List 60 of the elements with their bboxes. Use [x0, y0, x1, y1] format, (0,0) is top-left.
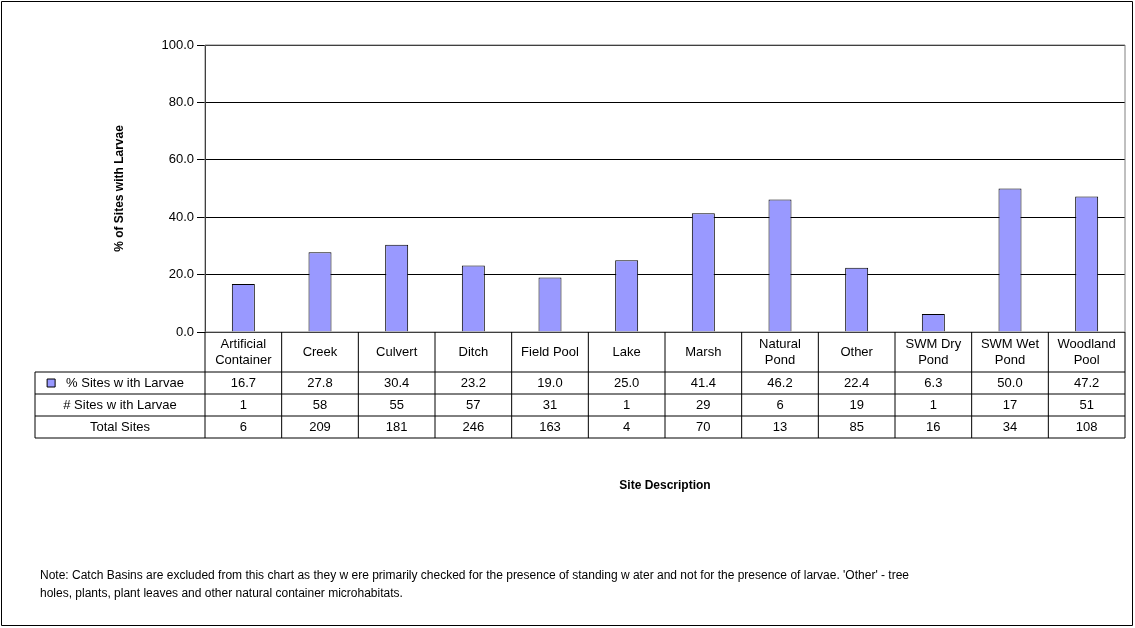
x-tick-label: SWM Dry Pond	[905, 335, 962, 367]
y-tick-label: 0.0	[175, 323, 194, 339]
data-label: 46.2	[767, 374, 793, 390]
text: 34	[1002, 418, 1018, 434]
y-tick-label: 20.0	[168, 266, 194, 282]
text: 4	[623, 418, 631, 434]
text: 163	[539, 418, 561, 434]
data-label: 22.4	[844, 374, 870, 390]
text: # Sites w ith Larvae	[63, 396, 177, 412]
x-tick-label: Woodland Pool	[1057, 335, 1116, 367]
x-tick-label: Creek	[302, 343, 338, 359]
text: 51	[1079, 396, 1094, 412]
text: 1	[623, 396, 631, 412]
y-tick-label: 60.0	[168, 151, 194, 167]
text: 6	[239, 418, 247, 434]
text: Note: Catch Basins are excluded from this chart as they w ere primarily checked for the presence of standing w ater and not for the presence of larvae. 'Other' - tree holes, plants, plant leaves and other natural container microhabitats.	[40, 567, 910, 602]
x-tick-label: Natural Pond	[759, 335, 802, 367]
text: 55	[389, 396, 404, 412]
text: 85	[849, 418, 864, 434]
legend-label: % Sites w ith Larvae	[66, 374, 184, 390]
text: 108	[1075, 418, 1098, 434]
x-tick-label: Ditch	[458, 343, 489, 359]
text: 6	[776, 396, 784, 412]
x-tick-label: Culvert	[376, 343, 418, 359]
y-axis-title: % of Sites with Larvae	[112, 124, 127, 252]
text: 209	[309, 418, 331, 434]
y-tick-label: 40.0	[168, 208, 194, 224]
text: 31	[542, 396, 558, 412]
data-label: 30.4	[384, 374, 410, 390]
y-tick-label: 100.0	[161, 36, 194, 52]
text: Total Sites	[90, 418, 151, 434]
data-label: 50.0	[997, 374, 1023, 390]
x-tick-label: Other	[840, 343, 874, 359]
x-tick-label: Lake	[612, 343, 641, 359]
data-label: 47.2	[1074, 374, 1100, 390]
text: 246	[462, 418, 485, 434]
text: 1	[239, 396, 247, 412]
text: 17	[1002, 396, 1018, 412]
text: 13	[772, 418, 788, 434]
text: 16	[926, 418, 941, 434]
data-label: 19.0	[537, 374, 563, 390]
text: 57	[466, 396, 481, 412]
text: 70	[696, 418, 711, 434]
data-label: 27.8	[307, 374, 333, 390]
data-label: 6.3	[924, 374, 943, 390]
text: Site Description	[619, 478, 711, 493]
text: 181	[385, 418, 408, 434]
text: 58	[312, 396, 328, 412]
data-label: 41.4	[690, 374, 716, 390]
data-label: 16.7	[230, 374, 256, 390]
text: 19	[849, 396, 864, 412]
x-tick-label: Field Pool	[521, 343, 580, 359]
x-tick-label: Marsh	[685, 343, 722, 359]
text: 29	[696, 396, 711, 412]
y-tick-label: 80.0	[168, 93, 194, 109]
x-tick-label: SWM Wet Pond	[980, 335, 1040, 367]
text: 1	[929, 396, 937, 412]
data-label: 23.2	[460, 374, 486, 390]
data-label: 25.0	[614, 374, 640, 390]
x-tick-label: Artificial Container	[215, 335, 273, 367]
